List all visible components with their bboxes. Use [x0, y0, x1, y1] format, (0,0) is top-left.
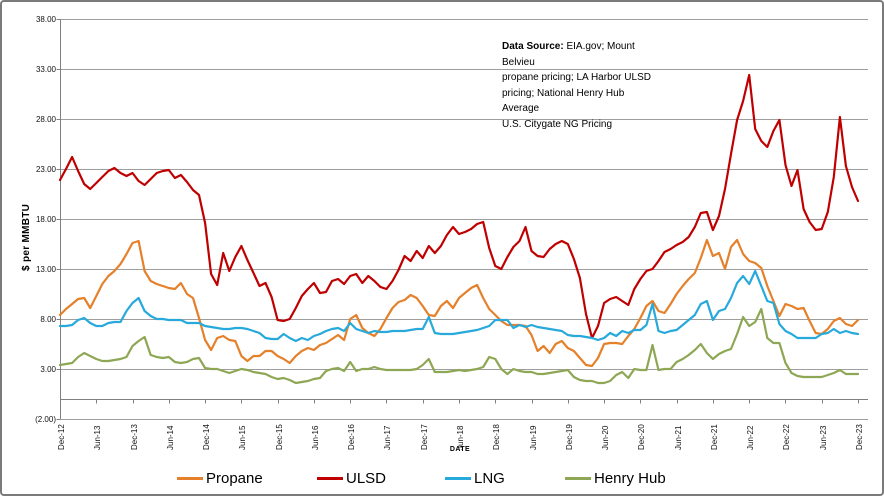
x-tick-label: Jun-20: [600, 425, 610, 450]
x-tick-label: Jun-17: [382, 425, 392, 450]
x-tick-label: Dec-12: [56, 424, 66, 450]
x-tick-label: Dec-16: [346, 424, 356, 450]
series-line-lng: [58, 269, 860, 343]
lng-line-swatch: [445, 476, 471, 480]
legend-label: LNG: [474, 469, 505, 487]
data-source-line: pricing; National Henry Hub Average: [502, 87, 625, 115]
series-line-ulsd: [58, 73, 860, 340]
y-tick-label: (2.00): [35, 414, 56, 424]
x-tick-label: Jun-23: [818, 425, 828, 450]
data-source-line: Data Source: EIA.gov; Mount Belvieu: [502, 41, 635, 68]
x-axis-title: DATE: [449, 446, 471, 453]
y-tick-label: 33.00: [35, 64, 56, 74]
y-axis-title: $ per MMBTU: [21, 203, 32, 271]
x-tick-label: Jun-19: [528, 425, 538, 450]
ulsd-line-swatch: [317, 476, 343, 480]
series-line-propane: [58, 238, 860, 368]
x-tick-label: Dec-19: [564, 424, 574, 450]
legend-label: ULSD: [346, 469, 387, 487]
series-line-henry-hub: [58, 307, 860, 385]
x-tick-label: Jun-13: [92, 425, 102, 450]
y-tick-label: 38.00: [35, 14, 56, 24]
propane-line-swatch: [177, 476, 203, 480]
y-tick-label: 3.00: [40, 364, 56, 374]
x-tick-label: Dec-18: [491, 424, 501, 450]
legend-item-propane: Propane: [177, 466, 263, 490]
legend-label: Propane: [206, 469, 263, 487]
x-tick-label: Dec-17: [419, 424, 429, 450]
x-tick-label: Jun-16: [310, 425, 320, 450]
x-tick-label: Dec-21: [709, 424, 719, 450]
y-tick-label: 23.00: [35, 164, 56, 174]
x-tick-label: Dec-15: [274, 424, 284, 450]
y-tick-label: 18.00: [35, 214, 56, 224]
data-source-label: Data Source:: [502, 41, 564, 52]
x-tick-label: Dec-23: [854, 424, 864, 450]
y-tick-label: 8.00: [40, 314, 56, 324]
legend-item-lng: LNG: [445, 466, 505, 490]
legend: Propane ULSD LNG Henry Hub: [2, 466, 882, 492]
y-tick-label: 28.00: [35, 114, 56, 124]
legend-label: Henry Hub: [594, 469, 666, 487]
data-source-line: propane pricing; LA Harbor ULSD: [502, 72, 651, 83]
x-tick-label: Jun-21: [673, 425, 683, 450]
data-source-note: Data Source: EIA.gov; Mount Belvieu prop…: [502, 39, 660, 132]
y-tick-label: 13.00: [35, 264, 56, 274]
x-tick-label: Dec-20: [636, 424, 646, 450]
data-source-line: U.S. Citygate NG Pricing: [502, 118, 613, 130]
x-tick-label: Jun-22: [745, 425, 755, 450]
legend-item-ulsd: ULSD: [317, 466, 386, 490]
legend-item-henry-hub: Henry Hub: [565, 466, 666, 490]
x-tick-label: Jun-14: [165, 425, 175, 450]
x-tick-label: Dec-14: [201, 424, 211, 450]
x-tick-label: Dec-22: [781, 424, 791, 450]
x-tick-label: Dec-13: [129, 424, 139, 450]
x-tick-label: Jun-15: [237, 425, 247, 450]
henry-hub-line-swatch: [565, 476, 591, 480]
